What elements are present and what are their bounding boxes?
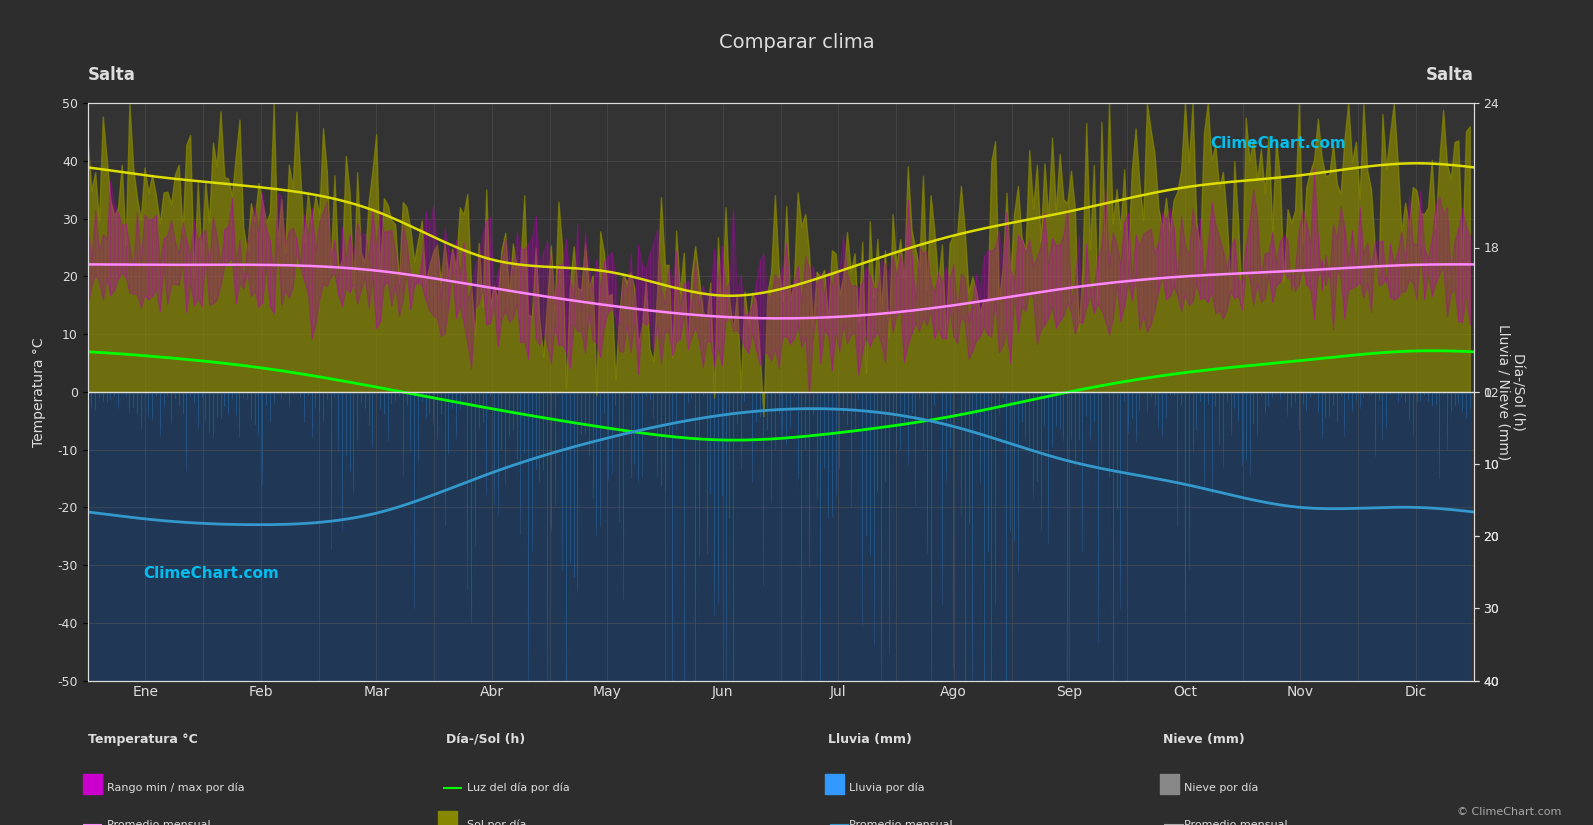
Text: Lluvia por día: Lluvia por día [849,783,924,793]
Text: Rango min / max por día: Rango min / max por día [107,783,244,793]
Text: Lluvia (mm): Lluvia (mm) [828,733,913,746]
Y-axis label: Temperatura °C: Temperatura °C [32,337,46,446]
Text: Promedio mensual: Promedio mensual [1184,820,1287,825]
Y-axis label: Día-/Sol (h): Día-/Sol (h) [1510,353,1525,431]
Text: Nieve por día: Nieve por día [1184,783,1258,793]
Y-axis label: Lluvia / Nieve (mm): Lluvia / Nieve (mm) [1496,323,1510,460]
Text: ClimeChart.com: ClimeChart.com [1211,136,1346,152]
Text: Día-/Sol (h): Día-/Sol (h) [446,733,526,746]
Text: Sol por día: Sol por día [467,820,526,825]
Text: Promedio mensual: Promedio mensual [849,820,953,825]
Text: Salta: Salta [88,66,135,84]
Text: Nieve (mm): Nieve (mm) [1163,733,1244,746]
Text: Salta: Salta [1426,66,1474,84]
Text: Luz del día por día: Luz del día por día [467,783,570,793]
Text: ClimeChart.com: ClimeChart.com [143,565,279,581]
Text: Comparar clima: Comparar clima [718,33,875,52]
Text: © ClimeChart.com: © ClimeChart.com [1456,807,1561,817]
Text: Temperatura °C: Temperatura °C [88,733,198,746]
Text: Promedio mensual: Promedio mensual [107,820,210,825]
